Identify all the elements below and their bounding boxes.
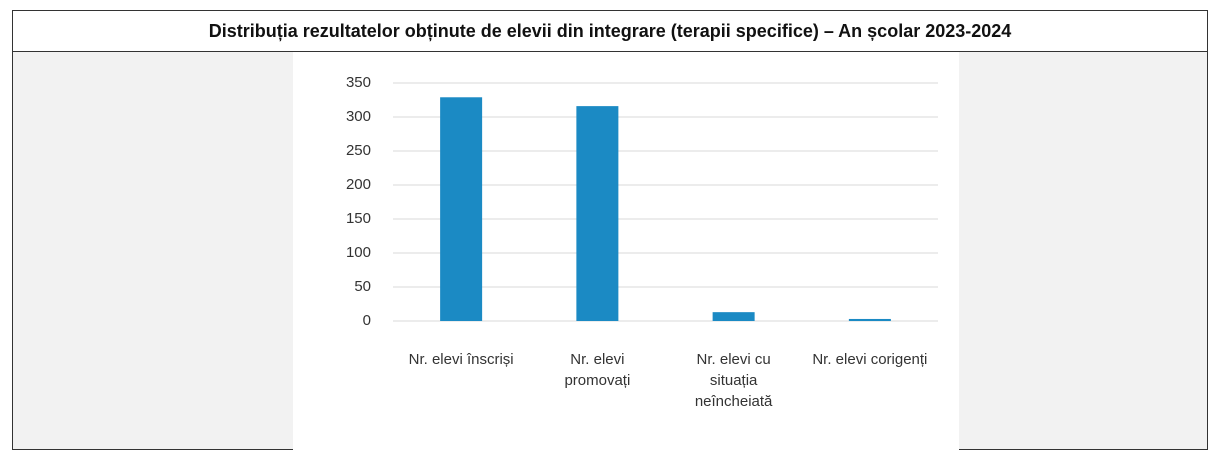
y-tick-label: 250 <box>346 142 371 159</box>
y-tick-label: 300 <box>346 108 371 125</box>
frame: Distribuția rezultatelor obținute de ele… <box>12 10 1208 450</box>
x-tick-label: Nr. elevi înscriși <box>408 351 514 368</box>
x-tick-label: Nr. elevi cu situația neîncheiată <box>694 351 773 410</box>
chart-panel: 0 50 100 150 200 250 300 350 Nr. elevi înscriși… <box>293 52 959 450</box>
x-tick-label: Nr. elevi promovați <box>564 351 631 389</box>
chart-title: Distribuția rezultatelor obținute de ele… <box>13 11 1207 52</box>
y-tick-label: 0 <box>363 312 371 329</box>
bar <box>848 318 891 321</box>
bar <box>712 312 755 321</box>
y-tick-label: 150 <box>346 210 371 227</box>
y-tick-label: 350 <box>346 74 371 91</box>
x-tick-label: Nr. elevi corigenți <box>812 351 928 368</box>
bar <box>576 106 619 321</box>
y-tick-label: 200 <box>346 176 371 193</box>
y-tick-label: 100 <box>346 244 371 261</box>
y-tick-label: 50 <box>354 278 371 295</box>
bar <box>440 97 483 321</box>
chart: 0 50 100 150 200 250 300 350 <box>346 74 938 329</box>
